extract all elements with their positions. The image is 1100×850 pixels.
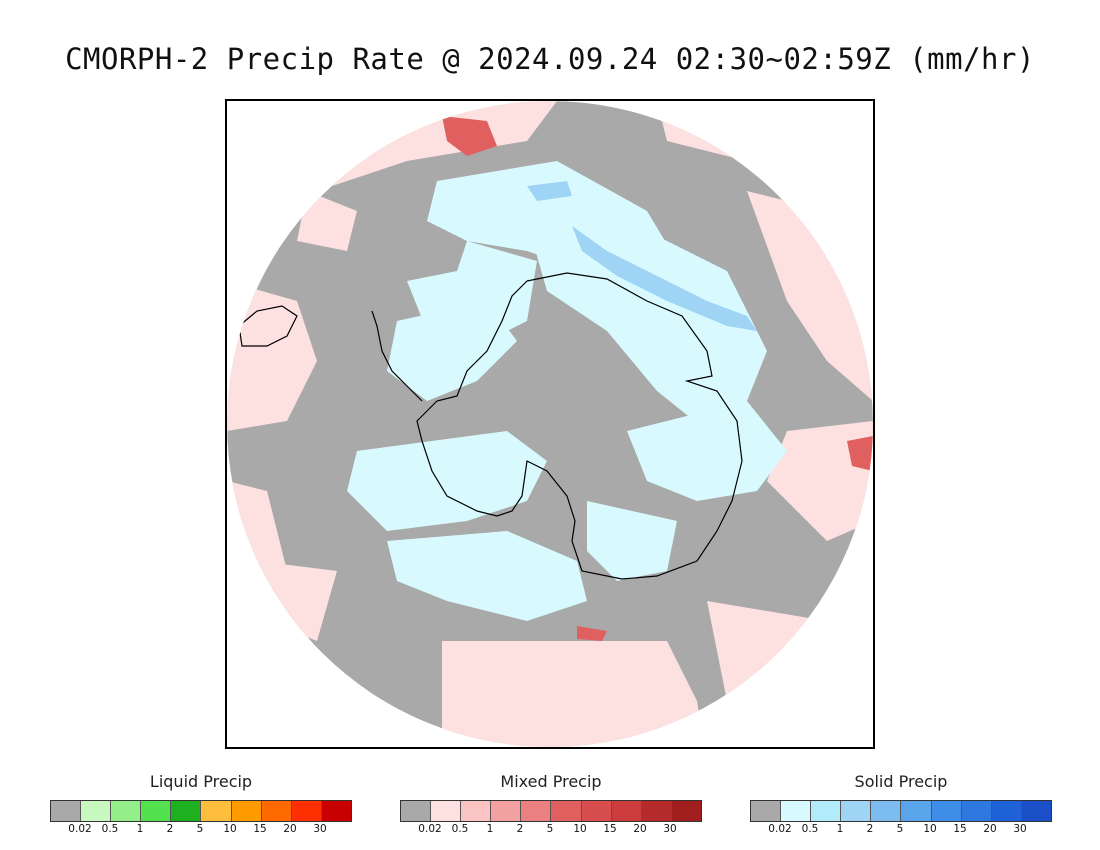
legend-tick-label: 15 xyxy=(253,823,267,835)
legend-tick-label: 20 xyxy=(283,823,297,835)
legend-swatch xyxy=(781,801,812,821)
legend-tick-label: 0.5 xyxy=(451,823,469,835)
legend-swatch xyxy=(581,801,612,821)
precip-map xyxy=(227,101,873,747)
legend-swatch xyxy=(641,801,672,821)
legend-swatch xyxy=(811,801,842,821)
map-disk-background xyxy=(227,101,873,747)
legend-tick-label: 15 xyxy=(953,823,967,835)
legend-swatch xyxy=(261,801,292,821)
solid-precip-light-areas xyxy=(347,161,787,621)
legend-swatch xyxy=(461,801,492,821)
legend-swatch xyxy=(751,801,782,821)
map-title: CMORPH-2 Precip Rate @ 2024.09.24 02:30~… xyxy=(65,42,1035,76)
legend-tick-labels: 0.02 0.5 1 2 5 10 15 20 30 xyxy=(750,823,1052,837)
mixed-precip-medium-areas xyxy=(442,116,873,641)
legend-swatch xyxy=(671,801,701,821)
legend-title: Solid Precip xyxy=(854,772,948,791)
legend-swatch xyxy=(171,801,202,821)
legend-tick-label: 10 xyxy=(923,823,937,835)
legend-tick-label: 20 xyxy=(633,823,647,835)
map-frame xyxy=(225,99,875,749)
legend-tick-label: 2 xyxy=(866,823,874,835)
legend-color-bar xyxy=(750,800,1052,822)
legend-swatch xyxy=(51,801,82,821)
legend-tick-label: 30 xyxy=(663,823,677,835)
legend-swatch xyxy=(551,801,582,821)
antarctica-coastline xyxy=(416,272,743,580)
legend-tick-label: 30 xyxy=(1013,823,1027,835)
south-america-tip-coastline xyxy=(238,305,298,347)
legend-tick-label: 10 xyxy=(223,823,237,835)
legend-swatch xyxy=(291,801,322,821)
legend-tick-label: 1 xyxy=(136,823,144,835)
legend-tick-label: 0.5 xyxy=(801,823,819,835)
legend-swatch xyxy=(611,801,642,821)
legend-swatch xyxy=(961,801,992,821)
legend-liquid-precip: Liquid Precip 0.02 0.5 1 2 5 10 15 20 30 xyxy=(50,772,352,842)
antarctic-peninsula-coastline xyxy=(371,310,423,402)
legend-title: Mixed Precip xyxy=(500,772,602,791)
legend-swatch xyxy=(401,801,432,821)
legend-mixed-precip: Mixed Precip 0.02 0.5 1 2 5 10 15 20 30 xyxy=(400,772,702,842)
legend-swatch xyxy=(871,801,902,821)
legend-swatch xyxy=(111,801,142,821)
legend-tick-label: 2 xyxy=(516,823,524,835)
legend-color-bar xyxy=(50,800,352,822)
legend-swatch xyxy=(321,801,351,821)
legend-swatch xyxy=(431,801,462,821)
legend-tick-labels: 0.02 0.5 1 2 5 10 15 20 30 xyxy=(400,823,702,837)
legend-swatch xyxy=(231,801,262,821)
legend-swatch xyxy=(81,801,112,821)
legend-tick-label: 1 xyxy=(836,823,844,835)
legend-title: Liquid Precip xyxy=(149,772,253,791)
legend-tick-label: 5 xyxy=(546,823,554,835)
legend-tick-label: 30 xyxy=(313,823,327,835)
legend-solid-precip: Solid Precip 0.02 0.5 1 2 5 10 15 20 30 xyxy=(750,772,1052,842)
legend-swatch xyxy=(901,801,932,821)
legend-tick-label: 5 xyxy=(196,823,204,835)
legend-tick-label: 0.02 xyxy=(68,823,92,835)
legend-swatch xyxy=(521,801,552,821)
legend-swatch xyxy=(201,801,232,821)
legend-tick-label: 5 xyxy=(896,823,904,835)
legend-swatch xyxy=(1021,801,1051,821)
legend-color-bar xyxy=(400,800,702,822)
legend-tick-label: 20 xyxy=(983,823,997,835)
legend-tick-labels: 0.02 0.5 1 2 5 10 15 20 30 xyxy=(50,823,352,837)
solid-precip-medium-areas xyxy=(527,181,757,331)
legend-swatch xyxy=(141,801,172,821)
legend-swatch xyxy=(991,801,1022,821)
legend-tick-label: 0.02 xyxy=(768,823,792,835)
legend-tick-label: 1 xyxy=(486,823,494,835)
legend-swatch xyxy=(491,801,522,821)
legend-swatch xyxy=(841,801,872,821)
legend-tick-label: 0.02 xyxy=(418,823,442,835)
legend-tick-label: 2 xyxy=(166,823,174,835)
legend-tick-label: 0.5 xyxy=(101,823,119,835)
legend-tick-label: 15 xyxy=(603,823,617,835)
legend-tick-label: 10 xyxy=(573,823,587,835)
legend-swatch xyxy=(931,801,962,821)
